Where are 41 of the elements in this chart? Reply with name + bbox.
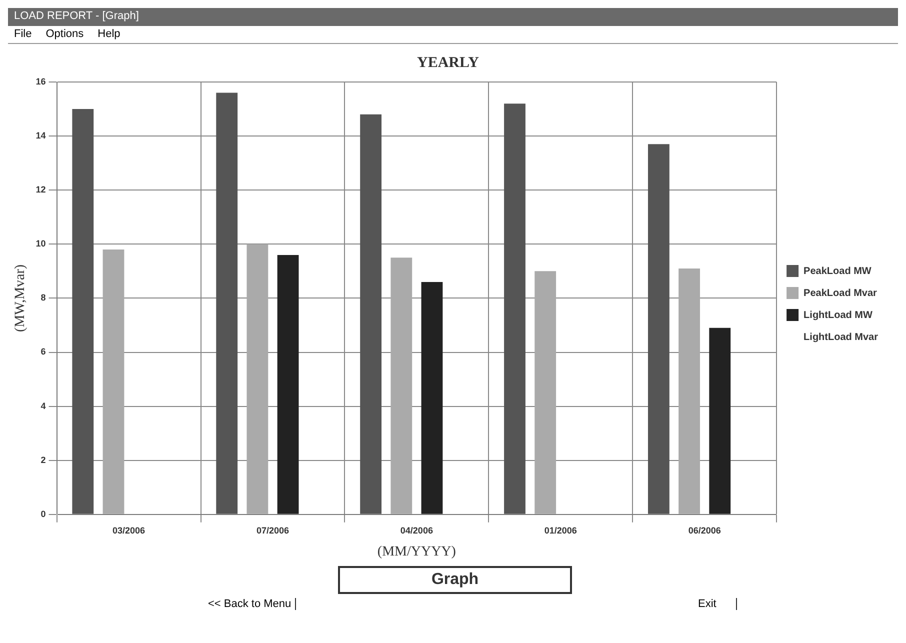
x-tick-label: 01/2006 xyxy=(544,525,577,536)
bar xyxy=(277,254,299,514)
chart-title: YEARLY xyxy=(417,54,480,71)
bar xyxy=(246,244,268,514)
bar xyxy=(648,144,670,514)
bar xyxy=(360,114,382,514)
text: Exit xyxy=(698,598,738,610)
x-tick-label: 03/2006 xyxy=(112,525,146,536)
y-tick-label: 10 xyxy=(36,238,46,249)
bar xyxy=(216,92,238,514)
legend-label: PeakLoad MW xyxy=(804,266,872,277)
bar xyxy=(72,109,94,514)
text: LOAD REPORT - [Graph] xyxy=(8,8,898,26)
bar xyxy=(421,282,443,514)
y-tick-label: 12 xyxy=(36,184,46,195)
text: << Back to Menu xyxy=(208,598,296,610)
x-tick-label: 06/2006 xyxy=(688,525,721,536)
bar xyxy=(534,271,556,514)
y-tick-label: 2 xyxy=(40,454,46,465)
text: Graph xyxy=(338,566,572,594)
y-tick-label: 8 xyxy=(40,292,46,303)
bar xyxy=(390,258,412,514)
bar xyxy=(504,104,526,514)
text: LightLoad Mvar xyxy=(804,332,878,343)
y-tick-label: 4 xyxy=(40,400,46,411)
x-tick-label: 07/2006 xyxy=(256,525,290,536)
y-tick-label: 6 xyxy=(40,346,46,357)
y-tick-label: 14 xyxy=(36,130,46,141)
y-tick-label: 16 xyxy=(36,76,46,86)
text: Help xyxy=(98,28,120,41)
bar xyxy=(102,250,124,514)
y-tick-label: 0 xyxy=(40,508,46,519)
legend-label: PeakLoad Mvar xyxy=(804,288,878,299)
text: File xyxy=(14,28,32,41)
bar xyxy=(709,328,731,514)
x-tick-label: 04/2006 xyxy=(400,525,433,536)
x-axis-title: (MM/YYYY) xyxy=(377,544,456,560)
bar xyxy=(678,268,700,514)
text: Options xyxy=(46,28,84,41)
legend-label: LightLoad MW xyxy=(804,310,873,321)
y-axis-title: (MW,Mvar) xyxy=(13,264,28,332)
